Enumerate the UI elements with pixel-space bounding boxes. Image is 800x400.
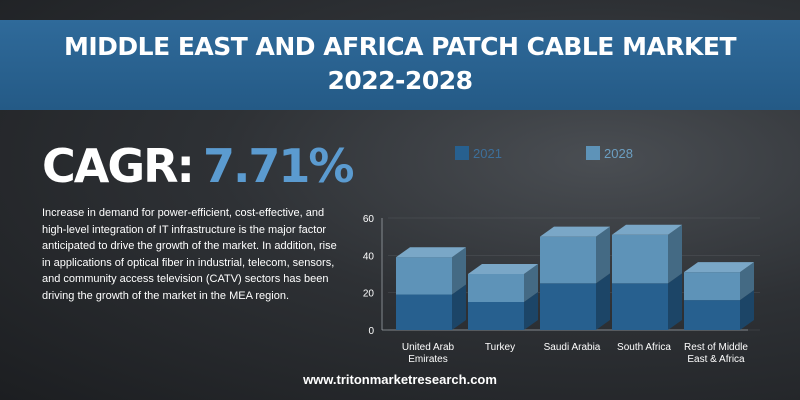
y-tick-label: 40 bbox=[363, 251, 375, 262]
x-tick-label-line: East & Africa bbox=[687, 354, 745, 365]
bar-top-2028 bbox=[684, 262, 754, 273]
bar-2021 bbox=[540, 283, 596, 330]
x-tick-label-line: Saudi Arabia bbox=[544, 342, 601, 353]
legend-item-2028: 2028 bbox=[586, 144, 633, 162]
bar-chart: 0 20 40 60 United Arab Emirates Turkey Saudi Ar… bbox=[363, 214, 760, 365]
bar-side-2021 bbox=[524, 292, 538, 330]
bar-top-2028 bbox=[612, 224, 682, 235]
bar-side-2021 bbox=[668, 273, 682, 330]
legend-swatch-2028 bbox=[586, 146, 600, 160]
page-subtitle-years: 2022-2028 bbox=[327, 66, 473, 95]
bar-side-2028 bbox=[596, 226, 610, 284]
bar-side-2028 bbox=[452, 247, 466, 295]
y-tick-label: 20 bbox=[363, 289, 375, 300]
bar-2028 bbox=[468, 274, 524, 302]
bar-side-2021 bbox=[452, 284, 466, 330]
cagr-label: CAGR: bbox=[42, 139, 195, 193]
bar-side-2028 bbox=[740, 262, 754, 301]
bar-side-2028 bbox=[524, 264, 538, 302]
bar-top-2028 bbox=[540, 226, 610, 237]
title-banner: MIDDLE EAST AND AFRICA PATCH CABLE MARKE… bbox=[0, 20, 800, 110]
bar-2028 bbox=[396, 257, 452, 295]
bar-2021 bbox=[468, 302, 524, 330]
bar-side-2021 bbox=[740, 290, 754, 330]
legend-label-2021: 2021 bbox=[473, 145, 502, 161]
x-tick-label: United Arab Emirates bbox=[402, 342, 455, 365]
bar-2021 bbox=[684, 300, 740, 330]
market-description: Increase in demand for power-efficient, … bbox=[42, 207, 337, 302]
bar-2028 bbox=[684, 272, 740, 301]
bar-2021 bbox=[396, 294, 452, 330]
bar-2028 bbox=[540, 236, 596, 284]
cagr-value: 7.71% bbox=[202, 139, 355, 193]
x-tick-label: South Africa bbox=[617, 342, 671, 353]
x-tick-label-line: South Africa bbox=[617, 342, 671, 353]
bar-2021 bbox=[612, 283, 668, 330]
y-tick-label: 0 bbox=[368, 326, 374, 337]
bar-top-2028 bbox=[396, 247, 466, 258]
x-tick-label-line: United Arab bbox=[402, 342, 455, 353]
x-tick-label-line: Rest of Middle bbox=[684, 342, 748, 353]
x-tick-label: Saudi Arabia bbox=[544, 342, 601, 353]
bar-side-2028 bbox=[668, 224, 682, 284]
website-url: www.tritonmarketresearch.com bbox=[303, 372, 497, 387]
bar-2028 bbox=[612, 234, 668, 284]
legend-swatch-2021 bbox=[455, 146, 469, 160]
page-title: MIDDLE EAST AND AFRICA PATCH CABLE MARKE… bbox=[63, 32, 737, 61]
legend-item-2021: 2021 bbox=[455, 144, 502, 162]
x-tick-label: Turkey bbox=[485, 342, 515, 353]
x-tick-label-line: Turkey bbox=[485, 342, 515, 353]
bar-top-2028 bbox=[468, 264, 538, 274]
cagr-headline: CAGR: 7.71% bbox=[42, 138, 355, 194]
x-tick-label-line: Emirates bbox=[408, 354, 447, 365]
y-tick-label: 60 bbox=[363, 214, 375, 225]
bar-side-2021 bbox=[596, 273, 610, 330]
legend-label-2028: 2028 bbox=[604, 145, 633, 161]
x-tick-label: Rest of Middle East & Africa bbox=[684, 342, 748, 365]
